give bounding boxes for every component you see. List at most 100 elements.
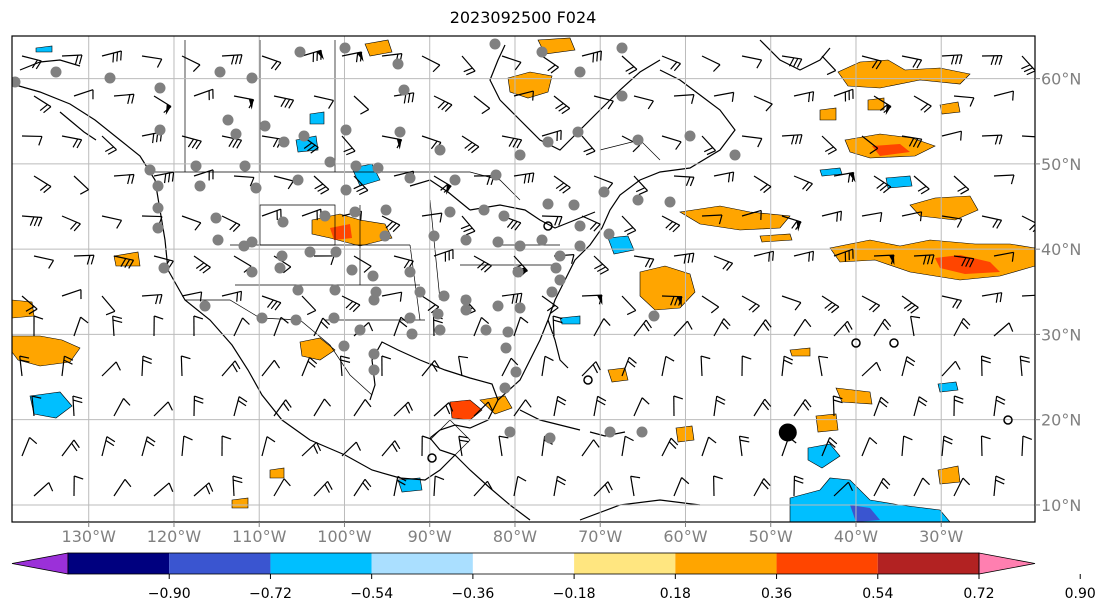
wind-barb xyxy=(21,215,43,227)
station-dot xyxy=(349,206,361,218)
station-dot xyxy=(379,230,391,242)
wind-barb xyxy=(501,135,523,149)
wind-barb xyxy=(821,295,840,314)
wind-barb xyxy=(581,50,602,63)
station-dot xyxy=(319,210,331,222)
wind-barb xyxy=(73,254,95,265)
wind-barb xyxy=(630,475,641,497)
wind-barb xyxy=(993,251,1015,262)
wind-barb xyxy=(713,91,735,102)
station-dot xyxy=(492,300,504,312)
wind-barb xyxy=(273,478,291,497)
wind-barb xyxy=(941,435,953,457)
wind-barb xyxy=(581,294,603,306)
station-dot xyxy=(514,302,526,314)
wind-barb xyxy=(741,55,763,69)
wind-barb xyxy=(193,315,204,337)
station-dot xyxy=(664,196,676,208)
wind-barb xyxy=(461,55,476,76)
station-dot xyxy=(542,198,554,210)
wind-barb xyxy=(181,215,202,231)
lon-tick-label: 50°W xyxy=(749,527,793,546)
station-dot xyxy=(572,126,584,138)
wind-barb xyxy=(113,173,135,185)
lon-tick-label: 30°W xyxy=(919,527,963,546)
station-dot xyxy=(574,220,586,232)
station-dot xyxy=(544,432,556,444)
wind-barb xyxy=(193,169,214,181)
wind-barb xyxy=(221,54,243,65)
station-dot xyxy=(340,124,352,136)
colorbar-frame xyxy=(67,552,980,575)
station-dot xyxy=(394,126,406,138)
wind-barb xyxy=(421,360,441,377)
latitude-labels: 60°N 50°N 40°N 30°N 20°N 10°N xyxy=(1035,70,1081,515)
wind-barb xyxy=(33,482,54,497)
station-dot xyxy=(292,174,304,186)
colorbar-segment xyxy=(472,553,575,574)
wind-barb xyxy=(193,395,204,417)
station-dot xyxy=(554,250,566,262)
wind-barb xyxy=(381,355,392,377)
station-dot xyxy=(214,66,226,78)
wind-barb xyxy=(980,435,991,457)
station-dot xyxy=(350,160,362,172)
wind-barb xyxy=(21,135,43,146)
station-dot xyxy=(372,162,384,174)
station-dot xyxy=(632,194,644,206)
station-dot xyxy=(512,266,524,278)
wind-barb xyxy=(981,215,1003,229)
wind-barb xyxy=(301,357,318,377)
wind-barb xyxy=(112,315,123,337)
colorbar-tick-label: −0.72 xyxy=(249,586,292,602)
wind-barb xyxy=(61,54,83,65)
wind-barb xyxy=(19,355,30,377)
wind-barb xyxy=(873,396,889,417)
wind-barb xyxy=(181,135,202,150)
station-dot xyxy=(460,234,472,246)
wind-barb xyxy=(673,395,683,417)
wind-barb xyxy=(1021,55,1035,76)
wind-barb xyxy=(221,360,241,377)
station-dot xyxy=(636,426,648,438)
wind-barb xyxy=(713,395,726,417)
colorbar-tick-label: −0.90 xyxy=(148,586,191,602)
wind-barb xyxy=(233,175,255,187)
wind-barb xyxy=(301,49,325,63)
station-dot xyxy=(489,38,501,50)
wind-barb xyxy=(901,135,923,148)
wind-barb xyxy=(1019,355,1030,377)
wind-barb xyxy=(501,357,519,377)
wind-barb xyxy=(781,355,794,377)
wind-barb xyxy=(498,435,509,457)
wind-barb xyxy=(313,175,330,195)
wind-barb xyxy=(941,215,963,228)
wind-barb xyxy=(621,215,637,236)
wind-barb xyxy=(393,475,407,497)
wind-barb xyxy=(593,255,609,275)
wind-barb xyxy=(593,481,613,497)
colorbar-segment xyxy=(169,553,271,574)
longitude-labels: 130°W 120°W 110°W 100°W 90°W 80°W 70°W 60°W 50°W… xyxy=(62,522,963,546)
wind-barb xyxy=(21,55,42,70)
lon-tick-label: 120°W xyxy=(147,527,202,546)
wind-barb xyxy=(941,130,963,141)
wind-barb xyxy=(701,55,721,72)
wind-barb xyxy=(541,215,563,226)
open-circle-markers xyxy=(427,221,1013,463)
station-dot xyxy=(12,76,21,88)
lon-tick-label: 70°W xyxy=(578,527,622,546)
wind-barb xyxy=(833,88,854,102)
storm-center-marker xyxy=(778,423,797,442)
wind-barb xyxy=(861,211,883,223)
wind-barb xyxy=(581,135,596,156)
colorbar-tick-label: 0.18 xyxy=(660,586,691,602)
lon-tick-label: 100°W xyxy=(317,527,372,546)
station-dot xyxy=(490,169,502,181)
wind-barb xyxy=(821,210,843,222)
wind-barb xyxy=(993,174,1015,185)
wind-barb xyxy=(993,475,1005,497)
wind-barb xyxy=(101,135,117,155)
wind-barb xyxy=(33,175,52,194)
station-dot xyxy=(259,120,271,132)
